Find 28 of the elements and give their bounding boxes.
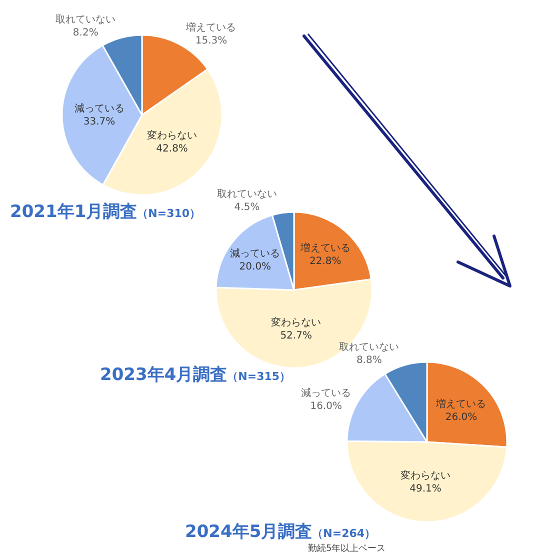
slice-label: 取れていない bbox=[56, 14, 116, 26]
data-label: 16.0% bbox=[310, 401, 342, 412]
text: （N=264） bbox=[312, 527, 376, 540]
slice-label: 取れていない bbox=[217, 189, 278, 200]
data-label: 22.8% bbox=[310, 256, 342, 267]
text: （N=315） bbox=[227, 370, 291, 383]
text: （N=310） bbox=[137, 207, 201, 220]
data-label: 42.8% bbox=[156, 144, 188, 155]
data-label: 52.7% bbox=[280, 330, 312, 342]
data-label: 8.2% bbox=[72, 27, 98, 38]
slice-label: 増えている bbox=[299, 242, 350, 254]
text: 勤続5年以上ベース bbox=[308, 542, 386, 555]
slice-label: 減っている bbox=[301, 387, 352, 400]
slice-label: 変わらない bbox=[271, 316, 322, 328]
data-label: 20.0% bbox=[239, 261, 272, 272]
data-label: 49.1% bbox=[410, 483, 442, 494]
data-label: 26.0% bbox=[445, 412, 478, 423]
data-label: 4.5% bbox=[234, 202, 260, 214]
slice-label: 増えている bbox=[435, 398, 486, 410]
slice-label: 取れていない bbox=[339, 342, 400, 353]
data-label: 33.7% bbox=[83, 116, 116, 128]
slice-label: 減っている bbox=[230, 247, 280, 260]
data-label: 15.3% bbox=[195, 36, 228, 47]
slice-label: 変わらない bbox=[147, 130, 198, 142]
slice-label: 減っている bbox=[74, 102, 124, 115]
data-label: 8.8% bbox=[356, 354, 382, 366]
slice-label: 増えている bbox=[185, 22, 236, 34]
slice-label: 変わらない bbox=[400, 469, 450, 482]
